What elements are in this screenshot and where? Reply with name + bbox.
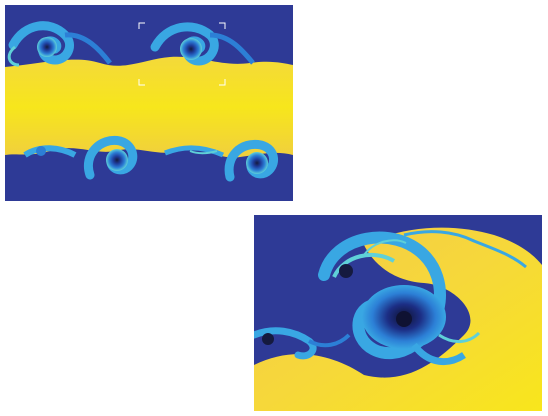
secondary-vortex (254, 327, 351, 360)
simulation-zoom-panel (254, 215, 542, 411)
simulation-zoom-image (254, 215, 542, 411)
top-billows (7, 21, 255, 67)
simulation-overview-image (5, 5, 293, 201)
bottom-billows (23, 135, 278, 182)
zoom-region-marker (138, 22, 226, 86)
turbulent-vortex (318, 231, 481, 366)
simulation-overview-panel (5, 5, 293, 201)
